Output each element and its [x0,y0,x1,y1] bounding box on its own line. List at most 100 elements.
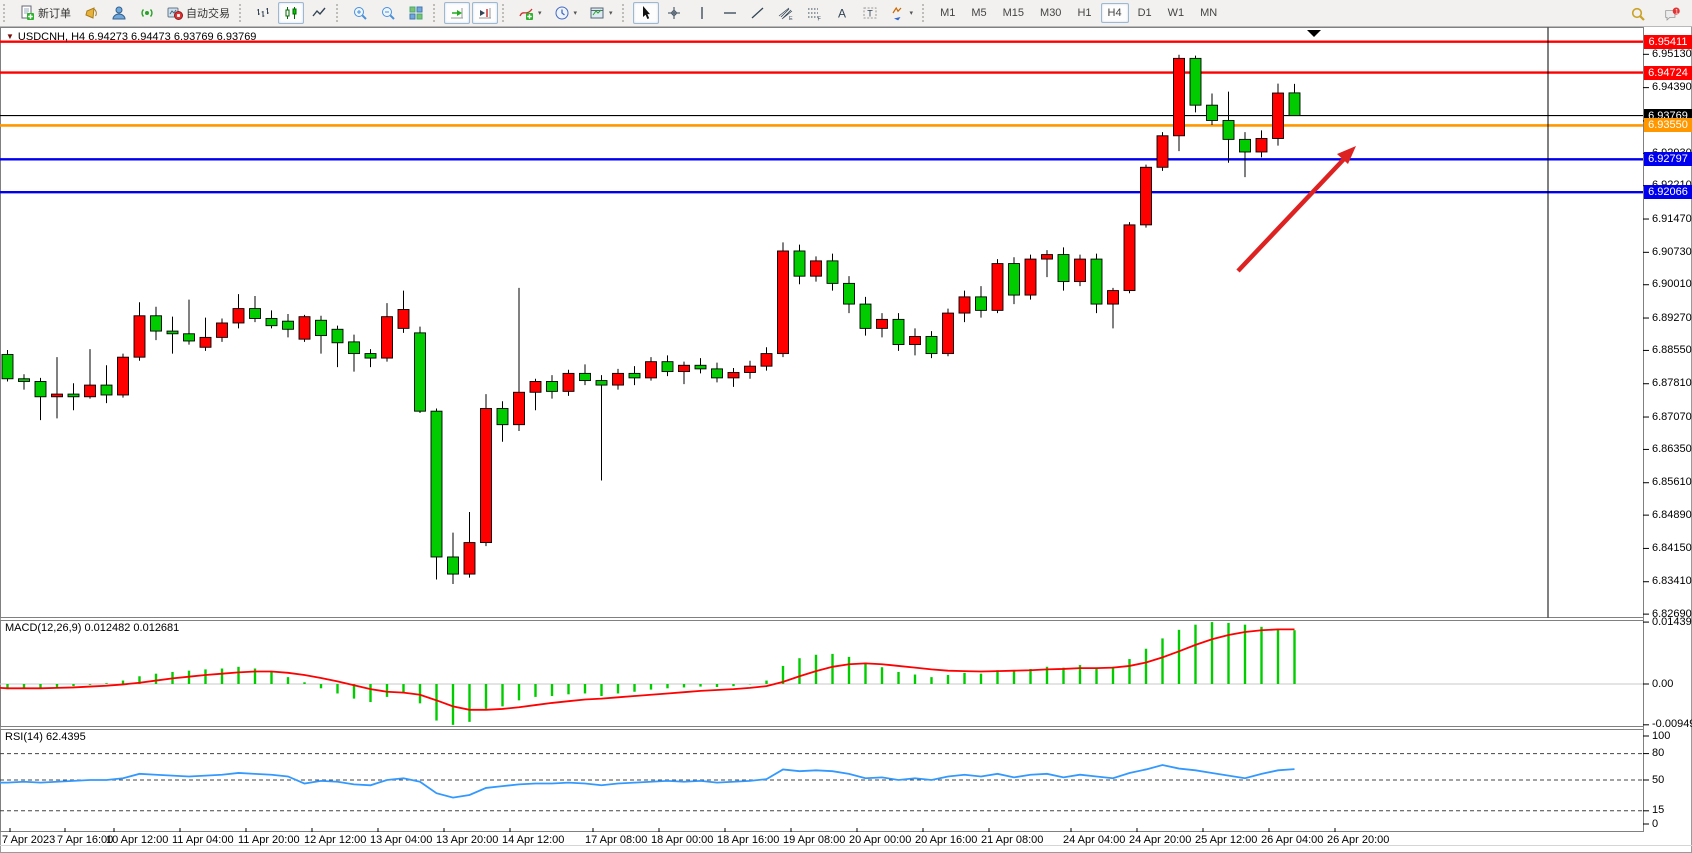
search-icon [1630,6,1646,22]
horizontal-line-tool[interactable] [717,2,743,24]
svg-text:F: F [817,17,821,22]
toolbar-group-grip [621,4,629,22]
candle-body [216,322,228,338]
candle-body [909,336,921,346]
text-tool[interactable]: A [829,2,855,24]
timeframe-d1[interactable]: D1 [1131,3,1159,23]
tile-windows-button[interactable] [403,2,429,24]
candle-body [166,330,179,335]
chart-shift-button[interactable] [472,2,498,24]
candle-body [282,320,294,330]
candlestick-button[interactable] [278,2,304,24]
text-label-icon: T [862,5,878,21]
candle-body [942,312,954,355]
candle-body [34,381,47,398]
timeframe-m15[interactable]: M15 [996,3,1031,23]
candle-body [298,316,311,340]
indicators-button[interactable]: ▾ [513,2,547,24]
vertical-line-tool[interactable] [689,2,715,24]
macd-axis-tick: 0.00 [1652,677,1674,690]
price-axis-tick: 6.90010 [1652,278,1692,291]
timeframe-w1[interactable]: W1 [1161,3,1192,23]
fibonacci-tool[interactable]: F [801,2,827,24]
candle-body [331,328,344,344]
svg-text:1: 1 [1675,8,1679,15]
rsi-axis-tick: 15 [1652,804,1665,817]
arrows-tool[interactable]: ▾ [885,2,919,24]
chevron-down-icon[interactable]: ▾ [909,10,914,17]
time-axis-label: 13 Apr 20:00 [436,834,499,846]
time-axis-label: 10 Apr 12:00 [106,834,169,846]
rsi-line [0,764,1295,799]
candle-body [958,296,971,314]
macd-panel-area[interactable] [0,621,1643,726]
line-chart-button[interactable] [306,2,332,24]
candle-body [793,250,806,277]
candle-body [546,381,558,392]
rsi-label: RSI(14) 62.4395 [5,731,86,743]
candle-body [18,378,30,382]
auto-scroll-button[interactable] [444,2,470,24]
rsi-axis-tick: 100 [1652,729,1671,742]
candle-body [562,372,575,392]
candle-body [51,393,63,398]
price-axis-tick: 6.87810 [1652,377,1692,390]
autotrading-button[interactable]: 自动交易 [162,2,235,24]
bar-chart-button[interactable] [250,2,276,24]
timeframe-m5[interactable]: M5 [964,3,993,23]
arrows-icon [890,5,906,21]
chat-button[interactable]: 1 [1659,3,1685,25]
rsi-axis-tick: 50 [1652,773,1665,786]
chevron-down-icon[interactable]: ▾ [573,10,578,17]
new-order-button[interactable]: 新订单 [14,2,76,24]
price-axis-tick: 6.85610 [1652,476,1692,489]
trend-arrow-head [1337,146,1356,164]
timeframe-mn[interactable]: MN [1193,3,1224,23]
candle-body [463,542,476,575]
timeframe-m5-label: M5 [971,7,987,19]
timeframe-m30-label: M30 [1040,7,1062,19]
cursor-tool[interactable] [632,2,659,24]
chevron-down-icon[interactable]: ▾ [538,10,542,17]
candle-body [265,318,278,327]
candle-body [744,365,756,373]
candle-body [100,384,113,396]
zoom-in-icon [352,5,368,21]
zoom-in-button[interactable] [347,2,373,24]
price-axis-tick: 6.89270 [1652,311,1692,324]
signals-button[interactable] [134,2,160,24]
timeframe-m1[interactable]: M1 [933,3,962,23]
text-a-icon: A [834,5,850,21]
toolbar-group [346,0,430,26]
time-axis-label: 11 Apr 04:00 [172,834,234,846]
price-axis-tick: 6.82690 [1652,607,1692,620]
candle-body [480,408,492,544]
channel-tool[interactable]: E [773,2,799,24]
zoom-out-button[interactable] [375,2,401,24]
trendline-icon [750,5,766,21]
chevron-down-icon[interactable]: ▾ [609,10,613,17]
periods-button[interactable]: ▾ [549,2,583,24]
time-axis-label: 21 Apr 08:00 [981,834,1044,846]
templates-button[interactable]: ▾ [584,2,618,24]
macd-axis-tick: 0.014399 [1652,615,1692,628]
tile-windows-icon [408,5,424,21]
search-button[interactable] [1625,3,1651,25]
price-axis-tick: 6.84150 [1652,541,1692,554]
data-window-button[interactable] [106,2,132,24]
candle-body [1057,254,1070,283]
candle-body [1090,258,1103,305]
crosshair-tool[interactable] [661,2,687,24]
vline-icon [694,5,710,21]
timeframe-m30[interactable]: M30 [1033,3,1068,23]
trendline-tool[interactable] [745,2,771,24]
timeframe-h1[interactable]: H1 [1070,3,1098,23]
time-axis-label: 7 Apr 16:00 [57,834,114,846]
text-label-tool[interactable]: T [857,2,883,24]
market-watch-button[interactable] [78,2,104,24]
rsi-panel-area[interactable] [0,730,1643,831]
autotrading-button-label: 自动交易 [186,8,230,20]
timeframe-h4[interactable]: H4 [1100,3,1129,23]
main-chart-area[interactable] [0,28,1643,617]
